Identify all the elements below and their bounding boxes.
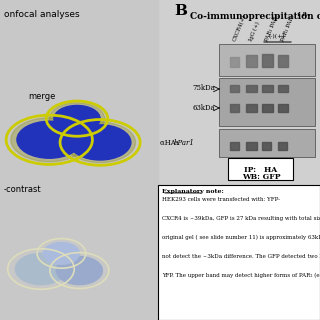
Text: merge: merge bbox=[28, 92, 55, 101]
Text: CXCR4(+): CXCR4(+) bbox=[232, 14, 247, 42]
Bar bbox=[230, 57, 239, 67]
Bar bbox=[230, 142, 239, 150]
Circle shape bbox=[56, 257, 102, 284]
Bar bbox=[219, 78, 315, 126]
Text: PAR₁ PAR₂: PAR₁ PAR₂ bbox=[280, 13, 295, 42]
Text: ₁ aₓ: ₁ aₓ bbox=[297, 10, 310, 18]
Circle shape bbox=[17, 121, 82, 158]
Bar bbox=[219, 44, 315, 76]
Bar bbox=[219, 129, 315, 157]
Circle shape bbox=[69, 125, 131, 160]
Text: hPar1: hPar1 bbox=[174, 139, 195, 147]
Text: (-)(+): (-)(+) bbox=[269, 34, 285, 39]
Text: 75kDa: 75kDa bbox=[192, 84, 215, 92]
Text: Co-immunoprecipitation of PAR: Co-immunoprecipitation of PAR bbox=[190, 12, 320, 21]
Text: not detect the ~3kDa difference. The GFP detected two band.: not detect the ~3kDa difference. The GFP… bbox=[162, 254, 320, 259]
Bar bbox=[158, 185, 320, 320]
Text: 63kDa: 63kDa bbox=[192, 104, 215, 112]
Bar bbox=[278, 142, 287, 150]
Circle shape bbox=[15, 253, 67, 284]
Text: B: B bbox=[174, 4, 187, 18]
Circle shape bbox=[44, 243, 79, 264]
Bar bbox=[262, 54, 273, 67]
Text: -contrast: -contrast bbox=[4, 185, 42, 194]
Bar bbox=[246, 104, 257, 112]
Text: Explanatory note:: Explanatory note: bbox=[162, 189, 224, 194]
Bar bbox=[278, 85, 288, 92]
Bar bbox=[278, 55, 288, 67]
Circle shape bbox=[11, 118, 88, 162]
Bar bbox=[0, 0, 158, 320]
Circle shape bbox=[49, 103, 105, 134]
Bar bbox=[246, 55, 257, 67]
Bar bbox=[262, 104, 273, 112]
Text: CXCR4 is ~39kDa, GFP is 27 kDa resulting with total size of: CXCR4 is ~39kDa, GFP is 27 kDa resulting… bbox=[162, 216, 320, 221]
Bar bbox=[278, 104, 288, 112]
Circle shape bbox=[65, 122, 136, 163]
Bar bbox=[230, 85, 239, 92]
Circle shape bbox=[54, 105, 100, 132]
Bar bbox=[246, 142, 257, 150]
Text: WB: GFP: WB: GFP bbox=[242, 173, 280, 181]
Bar bbox=[228, 158, 293, 180]
Text: original gel ( see slide number 11) is approximately 63kDa. U: original gel ( see slide number 11) is a… bbox=[162, 235, 320, 240]
Bar bbox=[246, 85, 257, 92]
Text: PAR₁ PAR₂: PAR₁ PAR₂ bbox=[264, 13, 279, 42]
Text: IgG (+): IgG (+) bbox=[248, 21, 261, 42]
Bar bbox=[230, 104, 239, 112]
Text: YFP. The upper band may detect higher forms of PAR₂ (e.g., p: YFP. The upper band may detect higher fo… bbox=[162, 273, 320, 278]
Bar bbox=[262, 85, 273, 92]
Text: IP:   HA: IP: HA bbox=[244, 166, 277, 174]
Text: αHA-: αHA- bbox=[160, 139, 180, 147]
Text: onfocal analyses: onfocal analyses bbox=[4, 10, 80, 19]
Text: HEK293 cells were transfected with: YFP-: HEK293 cells were transfected with: YFP- bbox=[162, 197, 280, 202]
Bar bbox=[262, 142, 271, 150]
